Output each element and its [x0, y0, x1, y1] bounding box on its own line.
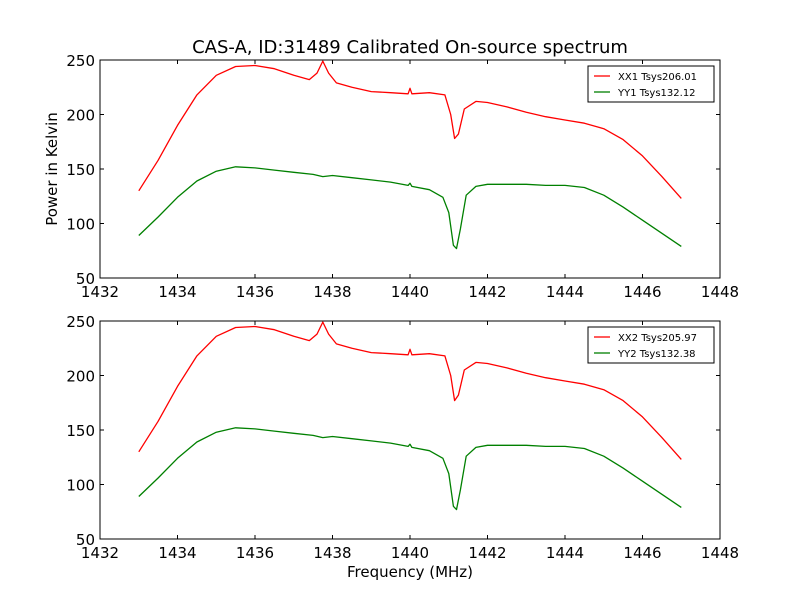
x-tick-label: 1444	[546, 544, 584, 562]
x-tick-label: 1436	[236, 283, 274, 301]
series-line-2-2	[138, 427, 682, 511]
x-tick-label: 1436	[236, 544, 274, 562]
x-tick-label: 1432	[81, 283, 119, 301]
y-tick-label: 200	[66, 368, 95, 386]
series-line-1-2	[138, 166, 682, 250]
x-tick-label: 1440	[391, 283, 429, 301]
legend-entry: XX2 Tsys205.97	[618, 333, 697, 344]
x-tick-label: 1438	[313, 283, 351, 301]
legend-entry: YY1 Tsys132.12	[617, 88, 696, 99]
legend: XX2 Tsys205.97 YY2 Tsys132.38	[587, 326, 715, 364]
x-tick-label: 1432	[81, 544, 119, 562]
series-line-1-1	[138, 60, 682, 199]
legend-entry: YY2 Tsys132.38	[617, 349, 696, 360]
legend-box	[587, 65, 715, 103]
bottom-plot-panel: 1432 1434 1436 1438 1440 1442 1444 1446 1448 50 10…	[66, 313, 739, 562]
x-tick-label: 1434	[158, 283, 196, 301]
y-tick-label: 150	[66, 161, 95, 179]
legend-entry: XX1 Tsys206.01	[618, 72, 697, 83]
y-axis-label: Power in Kelvin	[43, 112, 61, 226]
x-tick-label: 1448	[701, 544, 739, 562]
y-tick-label: 250	[66, 313, 95, 331]
x-tick-label: 1446	[623, 544, 661, 562]
x-tick-label: 1448	[701, 283, 739, 301]
x-axis-label: Frequency (MHz)	[347, 563, 473, 581]
legend-box	[587, 326, 715, 364]
x-tick-label: 1434	[158, 544, 196, 562]
chart-title: CAS-A, ID:31489 Calibrated On-source spe…	[192, 37, 628, 58]
x-tick-label: 1444	[546, 283, 584, 301]
x-tick-label: 1446	[623, 283, 661, 301]
x-tick-label: 1442	[468, 544, 506, 562]
y-tick-label: 100	[66, 216, 95, 234]
y-tick-label: 250	[66, 52, 95, 70]
x-tick-label: 1440	[391, 544, 429, 562]
y-tick-label: 150	[66, 422, 95, 440]
series-line-2-1	[138, 321, 682, 460]
y-tick-label: 50	[76, 531, 95, 549]
top-plot-panel: 1432 1434 1436 1438 1440 1442 1444 1446 1448 50 10…	[66, 52, 739, 301]
x-tick-label: 1438	[313, 544, 351, 562]
legend: XX1 Tsys206.01 YY1 Tsys132.12	[587, 65, 715, 103]
x-tick-label: 1442	[468, 283, 506, 301]
y-tick-label: 50	[76, 270, 95, 288]
y-tick-label: 200	[66, 107, 95, 125]
y-tick-label: 100	[66, 477, 95, 495]
